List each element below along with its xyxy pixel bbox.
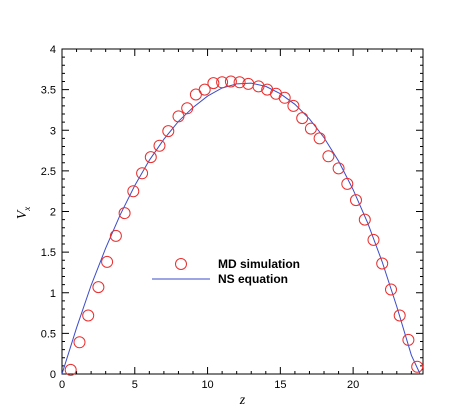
data-point-md-simulation [82, 309, 95, 322]
data-point-md-simulation [350, 194, 362, 207]
data-point-md-simulation [411, 360, 424, 373]
data-point-md-simulation [252, 80, 265, 93]
data-point-md-simulation [233, 76, 246, 89]
legend-label-md-simulation: MD simulation [218, 257, 300, 271]
data-point-md-simulation [136, 167, 149, 180]
y-axis-label-main: V [15, 209, 30, 219]
data-point-md-simulation [278, 91, 291, 104]
y-axis-label-subscript: x [22, 207, 32, 212]
data-point-md-simulation [367, 233, 380, 246]
x-axis-label: z [239, 393, 246, 408]
data-point-md-simulation [376, 257, 389, 270]
data-point-md-simulation [341, 177, 354, 190]
data-point-md-simulation [101, 255, 114, 268]
data-point-md-simulation [172, 110, 185, 123]
data-point-md-simulation [313, 132, 326, 145]
data-point-md-simulation [127, 185, 140, 198]
plot-area: 0 5 10 15 20 0 0.5 1 1.5 2 2.5 3 3.5 4 [41, 44, 424, 391]
legend-marker-md-simulation [175, 258, 187, 270]
y-tick-label: 3 [50, 125, 56, 137]
x-tick-label: 15 [274, 379, 286, 391]
x-tick-label: 10 [201, 379, 213, 391]
series-line-ns-equation [61, 82, 421, 375]
data-point-md-simulation [322, 150, 335, 163]
y-tick-label: 1 [50, 288, 56, 300]
data-point-md-simulation [207, 77, 220, 90]
data-point-md-simulation [153, 139, 166, 152]
data-point-md-simulation [332, 162, 345, 175]
data-point-md-simulation [393, 309, 406, 322]
y-tick-label: 2 [50, 207, 56, 219]
x-tick-label: 0 [59, 379, 65, 391]
data-point-md-simulation [73, 336, 86, 349]
data-point-md-simulation [92, 281, 105, 294]
data-point-md-simulation [109, 229, 122, 242]
data-point-md-simulation [144, 151, 157, 164]
data-point-md-simulation [224, 75, 237, 88]
data-point-md-simulation [181, 102, 194, 115]
data-point-md-simulation [198, 83, 211, 96]
y-tick-label: 0.5 [41, 328, 56, 340]
data-point-md-simulation [296, 112, 309, 125]
data-point-md-simulation [287, 99, 300, 112]
legend-label-ns-equation: NS equation [218, 272, 288, 286]
x-tick-label: 5 [132, 379, 138, 391]
y-tick-label: 3.5 [41, 85, 56, 97]
y-tick-label: 0 [50, 369, 56, 381]
y-axis-label: Vx [15, 207, 32, 220]
data-point-md-simulation [162, 125, 175, 138]
data-point-md-simulation [385, 283, 397, 296]
data-point-md-simulation [216, 76, 229, 89]
data-point-md-simulation [402, 333, 415, 346]
y-tick-label: 4 [50, 44, 56, 56]
data-point-md-simulation [64, 363, 77, 376]
data-point-md-simulation [118, 207, 131, 220]
plot-frame [61, 48, 424, 375]
data-point-md-simulation [304, 122, 317, 135]
x-tick-label: 20 [347, 379, 359, 391]
y-tick-label: 1.5 [41, 247, 56, 259]
y-tick-label: 2.5 [41, 166, 56, 178]
data-point-md-simulation [358, 213, 371, 226]
